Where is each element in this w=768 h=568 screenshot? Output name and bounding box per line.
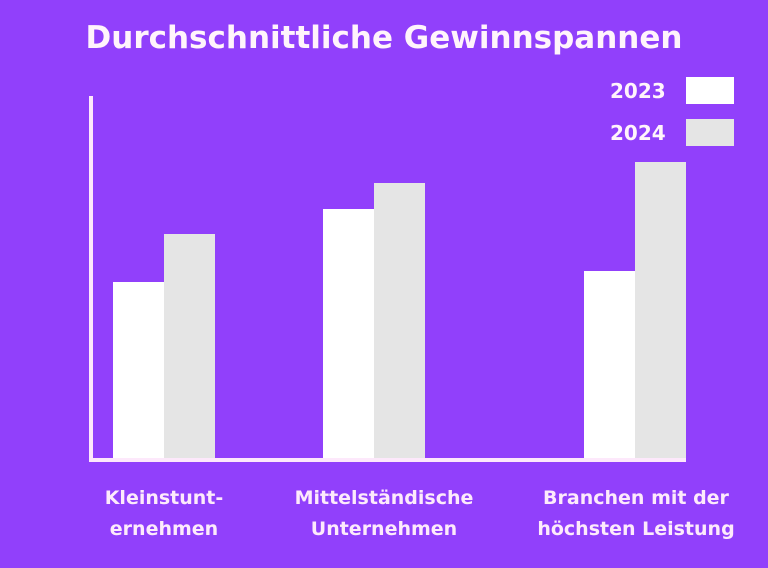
- bar-2023-3: [584, 271, 635, 460]
- category-label-line: ernehmen: [109, 518, 219, 540]
- category-label: Kleinstunt- ernehmen: [44, 483, 284, 545]
- legend-label: 2024: [610, 121, 666, 145]
- bar-2024-1: [164, 234, 215, 460]
- bar-2023-1: [113, 282, 164, 460]
- category-label-line: Unternehmen: [310, 518, 458, 540]
- x-axis-line: [89, 458, 686, 462]
- category-label-line: höchsten Leistung: [537, 518, 735, 540]
- category-label: Branchen mit der höchsten Leistung: [516, 483, 756, 545]
- legend-item-2024: 2024: [600, 119, 734, 147]
- category-label-line: Branchen mit der: [543, 487, 729, 509]
- legend-item-2023: 2023: [600, 77, 734, 105]
- category-label-line: Kleinstunt-: [104, 487, 224, 509]
- legend-label: 2023: [610, 79, 666, 103]
- bar-2024-3: [635, 162, 686, 460]
- category-label: Mittelständische Unternehmen: [264, 483, 504, 545]
- legend-swatch-2023: [686, 77, 734, 104]
- chart-title: Durchschnittliche Gewinnspannen: [85, 20, 683, 56]
- y-axis-line: [89, 96, 93, 462]
- legend-swatch-2024: [686, 119, 734, 146]
- bar-2023-2: [323, 209, 374, 460]
- bar-2024-2: [374, 183, 425, 460]
- category-label-line: Mittelständische: [294, 487, 474, 509]
